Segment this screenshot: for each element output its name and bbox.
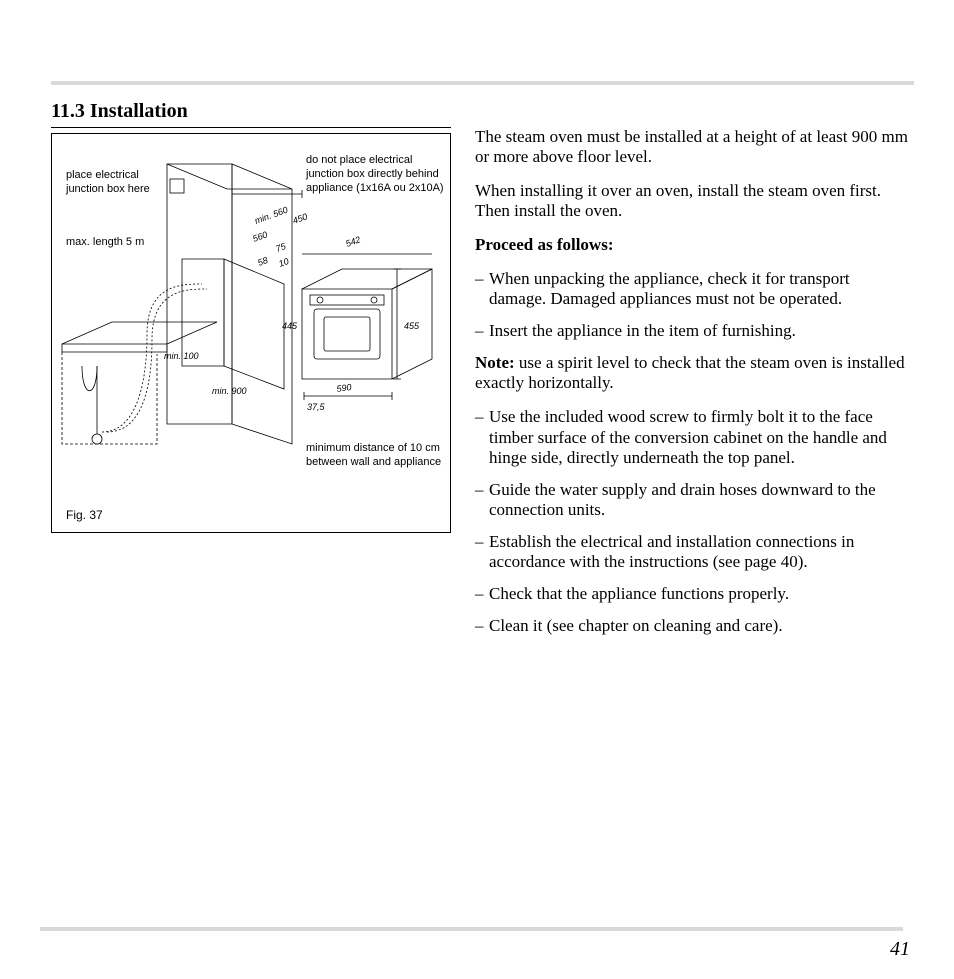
dim-min-100: min. 100	[164, 351, 199, 361]
bullet-screw: – Use the included wood screw to firmly …	[475, 407, 910, 467]
bullet-text: Use the included wood screw to firmly bo…	[489, 407, 910, 467]
bullet-text: Insert the appliance in the item of furn…	[489, 321, 910, 341]
dim-560: 560	[251, 229, 269, 244]
bullet-unpack: – When unpacking the appliance, check it…	[475, 269, 910, 309]
proceed-heading: Proceed as follows:	[475, 235, 910, 255]
bullet-text: Check that the appliance functions prope…	[489, 584, 910, 604]
note-label: Note:	[475, 353, 515, 372]
bullet-dash: –	[475, 532, 489, 572]
dim-542: 542	[344, 234, 362, 249]
note-paragraph: Note: use a spirit level to check that t…	[475, 353, 910, 393]
bullet-hoses: – Guide the water supply and drain hoses…	[475, 480, 910, 520]
dim-455: 455	[404, 321, 420, 331]
bullet-clean: – Clean it (see chapter on cleaning and …	[475, 616, 910, 636]
bullet-dash: –	[475, 616, 489, 636]
instruction-text-column: The steam oven must be installed at a he…	[475, 127, 910, 648]
dim-590: 590	[336, 382, 352, 394]
note-text: use a spirit level to check that the ste…	[475, 353, 905, 392]
dim-10: 10	[277, 256, 290, 269]
bullet-text: Clean it (see chapter on cleaning and ca…	[489, 616, 910, 636]
paragraph-order: When installing it over an oven, install…	[475, 181, 910, 221]
bullet-connections: – Establish the electrical and installat…	[475, 532, 910, 572]
title-underline	[51, 127, 451, 128]
section-title: 11.3 Installation	[51, 100, 188, 123]
installation-figure: place electrical junction box here do no…	[51, 133, 451, 533]
dim-75: 75	[274, 241, 288, 254]
dim-min-560: min. 560	[253, 205, 289, 226]
bullet-dash: –	[475, 480, 489, 520]
bullet-dash: –	[475, 269, 489, 309]
dim-58: 58	[256, 255, 269, 268]
bullet-text: Guide the water supply and drain hoses d…	[489, 480, 910, 520]
dim-min-900: min. 900	[212, 386, 247, 396]
bullet-text: When unpacking the appliance, check it f…	[489, 269, 910, 309]
dim-450: 450	[291, 211, 309, 226]
bullet-dash: –	[475, 321, 489, 341]
page-number: 41	[890, 938, 910, 961]
bottom-divider-bar	[40, 927, 903, 931]
dim-445: 445	[282, 321, 298, 331]
installation-diagram-svg: min. 560 450 560 75 542 58 10 445 455 59…	[52, 134, 450, 532]
bullet-check: – Check that the appliance functions pro…	[475, 584, 910, 604]
bullet-dash: –	[475, 407, 489, 467]
paragraph-height: The steam oven must be installed at a he…	[475, 127, 910, 167]
bullet-dash: –	[475, 584, 489, 604]
dim-37-5: 37,5	[307, 402, 326, 412]
bullet-insert: – Insert the appliance in the item of fu…	[475, 321, 910, 341]
bullet-text: Establish the electrical and installatio…	[489, 532, 910, 572]
top-divider-bar	[51, 81, 914, 85]
